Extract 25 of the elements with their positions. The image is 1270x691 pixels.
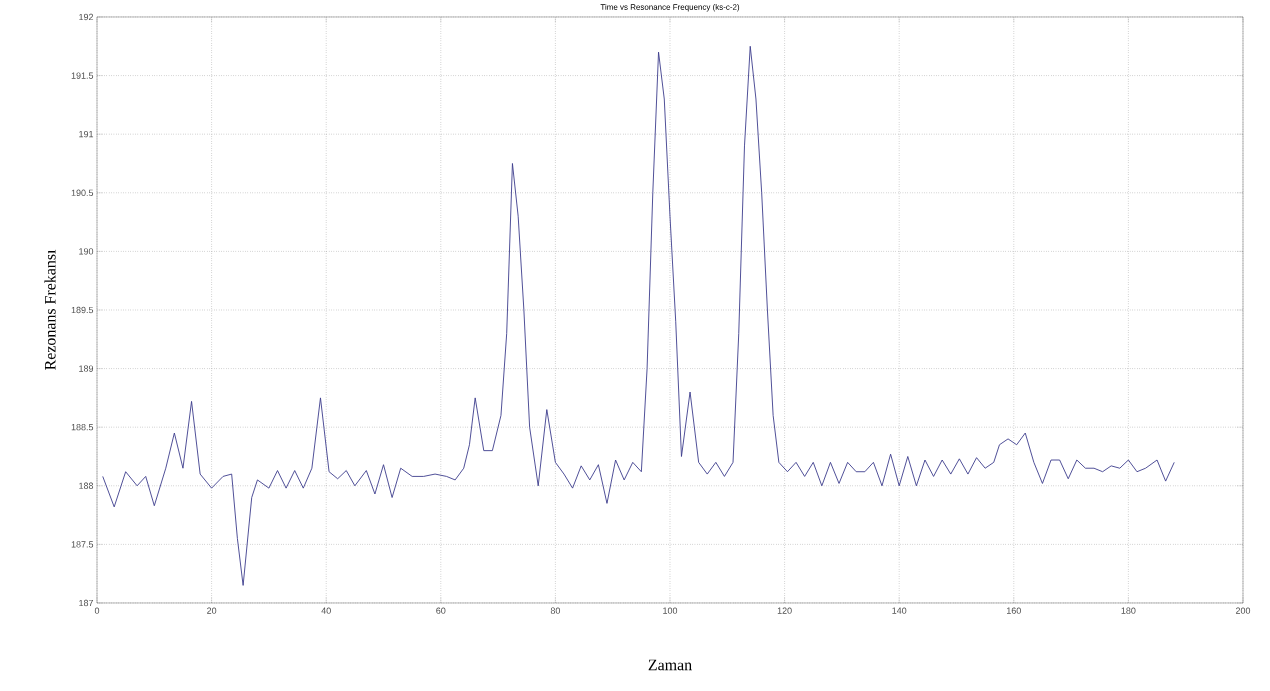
y-tick-label: 187 — [79, 599, 94, 607]
x-tick-label: 40 — [321, 607, 331, 614]
x-tick-label: 120 — [777, 607, 792, 614]
y-tick-label: 190 — [79, 248, 94, 255]
x-tick-label: 200 — [1235, 607, 1251, 614]
y-tick-label: 192 — [79, 13, 94, 21]
y-tick-label: 188 — [79, 482, 94, 489]
y-tick-label: 189 — [79, 365, 94, 372]
x-tick-label: 20 — [207, 607, 217, 614]
x-tick-label: 0 — [94, 607, 100, 614]
x-tick-label: 80 — [550, 607, 561, 614]
y-tick-label: 187.5 — [71, 541, 94, 548]
x-tick-label: 100 — [663, 607, 678, 614]
x-axis-title: Zaman — [648, 659, 692, 671]
x-tick-label: 160 — [1007, 607, 1021, 614]
line-series — [102, 45, 1175, 586]
y-tick-label: 188.5 — [71, 424, 94, 431]
y-tick-label: 190.5 — [71, 189, 94, 196]
y-tick-label: 189.5 — [71, 306, 94, 314]
x-tick-label: 60 — [436, 607, 446, 614]
y-tick-label: 191.5 — [71, 72, 94, 79]
x-tick-label: 180 — [1121, 607, 1136, 614]
y-tick-label: 191 — [79, 131, 94, 138]
y-axis-title: Rezonans Frekansı — [44, 249, 56, 370]
x-tick-label: 140 — [892, 607, 907, 614]
